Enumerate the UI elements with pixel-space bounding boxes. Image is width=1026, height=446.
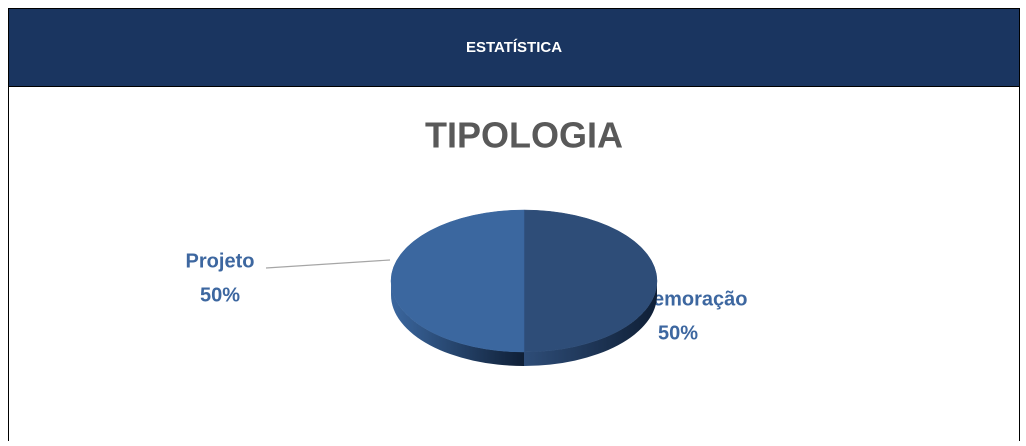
slice-value-label: 50%	[200, 284, 240, 306]
pie	[390, 209, 658, 366]
slice	[390, 209, 525, 353]
header-bar	[8, 8, 1020, 87]
slice-value-label: 50%	[658, 322, 698, 344]
slice-side	[524, 281, 657, 366]
slice	[523, 209, 658, 353]
slice-side	[391, 281, 524, 366]
header-title: ESTATÍSTICA	[466, 39, 562, 56]
chart-title: TIPOLOGIA	[425, 115, 623, 156]
slice-label: Projeto	[186, 250, 255, 272]
leader-line	[265, 259, 391, 269]
